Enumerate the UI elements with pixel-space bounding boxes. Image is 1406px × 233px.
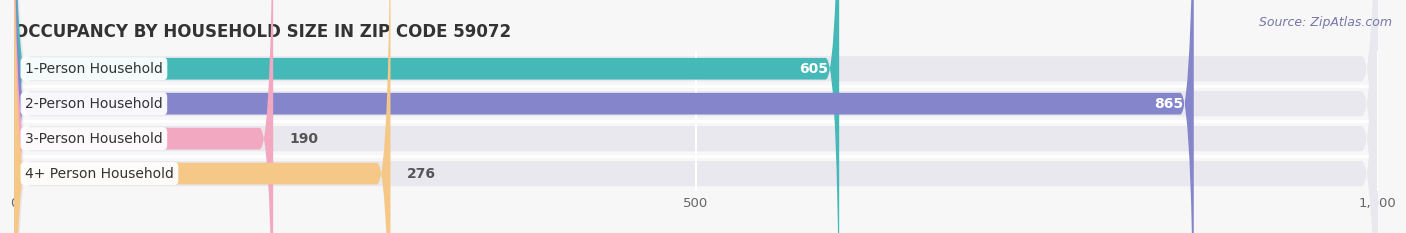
Text: 605: 605 xyxy=(799,62,828,76)
FancyBboxPatch shape xyxy=(14,0,1378,233)
FancyBboxPatch shape xyxy=(14,0,1194,233)
Text: 1-Person Household: 1-Person Household xyxy=(25,62,163,76)
Text: 2-Person Household: 2-Person Household xyxy=(25,97,163,111)
FancyBboxPatch shape xyxy=(14,0,391,233)
FancyBboxPatch shape xyxy=(14,0,1378,233)
FancyBboxPatch shape xyxy=(14,0,1378,233)
FancyBboxPatch shape xyxy=(14,0,839,233)
Text: OCCUPANCY BY HOUSEHOLD SIZE IN ZIP CODE 59072: OCCUPANCY BY HOUSEHOLD SIZE IN ZIP CODE … xyxy=(14,23,512,41)
Text: Source: ZipAtlas.com: Source: ZipAtlas.com xyxy=(1258,16,1392,29)
FancyBboxPatch shape xyxy=(14,0,273,233)
Text: 190: 190 xyxy=(290,132,319,146)
Text: 4+ Person Household: 4+ Person Household xyxy=(25,167,174,181)
Text: 865: 865 xyxy=(1154,97,1182,111)
FancyBboxPatch shape xyxy=(14,0,1378,233)
Text: 3-Person Household: 3-Person Household xyxy=(25,132,163,146)
Text: 276: 276 xyxy=(406,167,436,181)
